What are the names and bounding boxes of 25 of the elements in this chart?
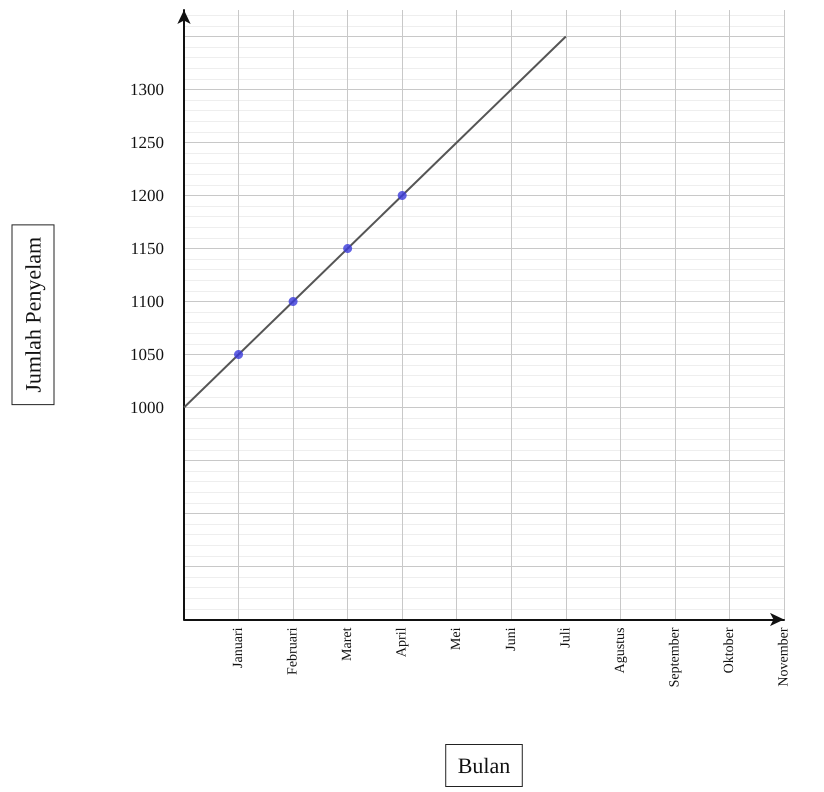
point <box>234 350 244 359</box>
y-tick-label: 1200 <box>130 186 164 205</box>
y-tick-label: 1250 <box>130 133 164 152</box>
y-axis-title: Jumlah Penyelam <box>20 236 46 393</box>
point <box>288 297 298 306</box>
x-tick-label: Mei <box>449 627 464 650</box>
x-tick-label: Agustus <box>612 628 628 674</box>
y-tick-label: 1000 <box>130 398 164 417</box>
x-tick-label: Februari <box>286 627 301 675</box>
x-tick-label: November <box>776 627 792 687</box>
x-tick-label: Maret <box>340 627 356 661</box>
y-tick-label: 1150 <box>130 239 164 258</box>
y-tick-label: 1100 <box>130 292 164 311</box>
x-tick-label: Oktober <box>722 627 737 674</box>
y-tick-label: 1300 <box>130 80 164 99</box>
x-tick-label: September <box>667 627 682 688</box>
point <box>398 191 407 200</box>
x-tick-label: Juni <box>504 627 519 651</box>
y-tick-label: 1050 <box>130 345 164 364</box>
x-tick-label: Juli <box>558 627 574 648</box>
x-tick-label: April <box>394 627 410 658</box>
line-series <box>183 36 567 408</box>
x-axis-title: Bulan <box>458 753 510 778</box>
point <box>343 244 352 253</box>
x-tick-label: Januari <box>231 627 246 668</box>
